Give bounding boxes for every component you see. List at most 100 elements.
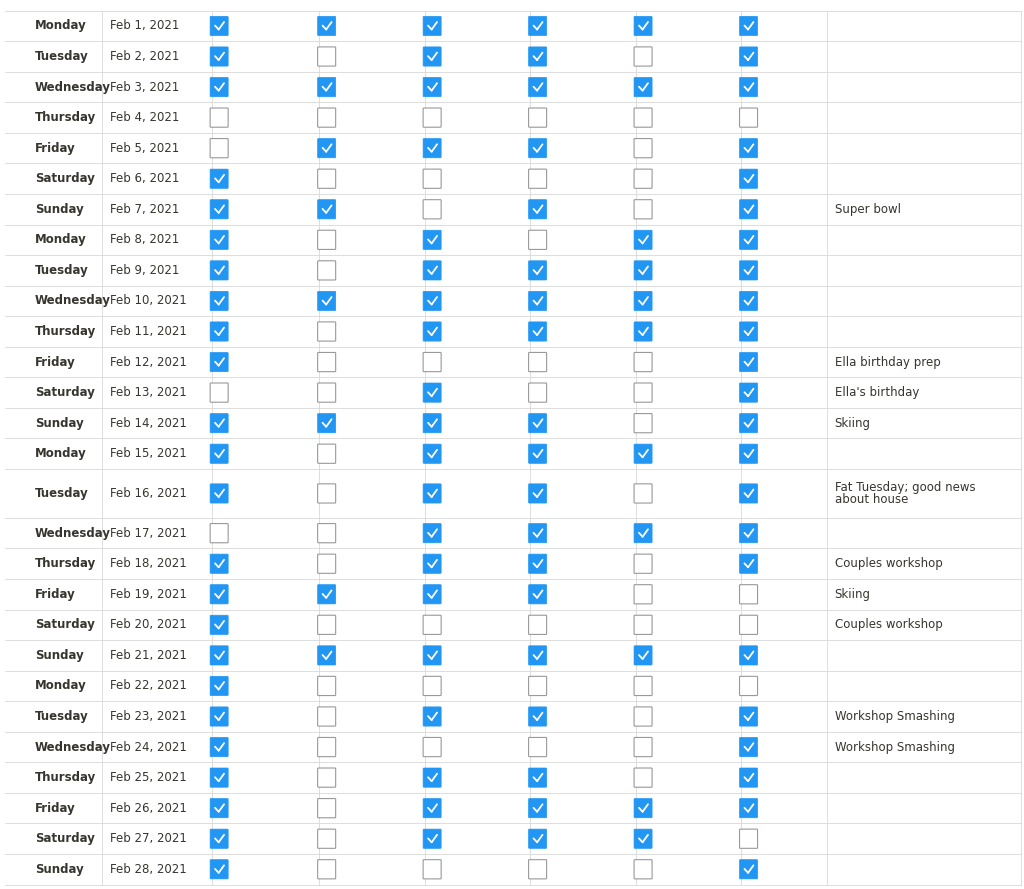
FancyBboxPatch shape [210, 292, 228, 310]
FancyBboxPatch shape [528, 484, 547, 503]
FancyBboxPatch shape [210, 230, 228, 250]
FancyBboxPatch shape [634, 829, 652, 848]
FancyBboxPatch shape [739, 615, 758, 635]
FancyBboxPatch shape [739, 829, 758, 848]
FancyBboxPatch shape [739, 798, 758, 818]
FancyBboxPatch shape [423, 139, 441, 157]
FancyBboxPatch shape [317, 413, 336, 433]
FancyBboxPatch shape [210, 260, 228, 280]
FancyBboxPatch shape [528, 169, 547, 188]
FancyBboxPatch shape [317, 108, 336, 127]
FancyBboxPatch shape [739, 645, 758, 665]
FancyBboxPatch shape [317, 139, 336, 157]
FancyBboxPatch shape [210, 829, 228, 848]
Text: Feb 24, 2021: Feb 24, 2021 [110, 741, 186, 754]
FancyBboxPatch shape [528, 677, 547, 695]
Text: Thursday: Thursday [35, 557, 96, 570]
FancyBboxPatch shape [423, 77, 441, 97]
Text: Saturday: Saturday [35, 172, 94, 185]
FancyBboxPatch shape [739, 322, 758, 341]
FancyBboxPatch shape [317, 230, 336, 250]
FancyBboxPatch shape [739, 707, 758, 726]
Text: Feb 6, 2021: Feb 6, 2021 [110, 172, 179, 185]
Text: Monday: Monday [35, 233, 87, 246]
Text: Friday: Friday [35, 802, 76, 814]
Text: Feb 20, 2021: Feb 20, 2021 [110, 619, 186, 631]
FancyBboxPatch shape [423, 798, 441, 818]
FancyBboxPatch shape [317, 677, 336, 695]
FancyBboxPatch shape [317, 77, 336, 97]
FancyBboxPatch shape [739, 677, 758, 695]
FancyBboxPatch shape [739, 383, 758, 402]
Text: Wednesday: Wednesday [35, 526, 111, 540]
FancyBboxPatch shape [634, 292, 652, 310]
FancyBboxPatch shape [423, 292, 441, 310]
FancyBboxPatch shape [634, 585, 652, 604]
FancyBboxPatch shape [317, 352, 336, 372]
FancyBboxPatch shape [317, 200, 336, 219]
FancyBboxPatch shape [634, 484, 652, 503]
Text: about house: about house [835, 493, 908, 506]
FancyBboxPatch shape [528, 383, 547, 402]
FancyBboxPatch shape [423, 322, 441, 341]
FancyBboxPatch shape [528, 16, 547, 36]
FancyBboxPatch shape [739, 292, 758, 310]
FancyBboxPatch shape [317, 554, 336, 573]
FancyBboxPatch shape [210, 645, 228, 665]
Text: Monday: Monday [35, 447, 87, 461]
FancyBboxPatch shape [210, 169, 228, 188]
FancyBboxPatch shape [423, 677, 441, 695]
FancyBboxPatch shape [528, 738, 547, 757]
FancyBboxPatch shape [634, 230, 652, 250]
FancyBboxPatch shape [210, 585, 228, 604]
Text: Saturday: Saturday [35, 832, 94, 845]
Text: Feb 8, 2021: Feb 8, 2021 [110, 233, 179, 246]
FancyBboxPatch shape [423, 352, 441, 372]
Text: Couples workshop: Couples workshop [835, 557, 942, 570]
FancyBboxPatch shape [528, 585, 547, 604]
FancyBboxPatch shape [528, 860, 547, 879]
Text: Feb 12, 2021: Feb 12, 2021 [110, 356, 186, 369]
Text: Sunday: Sunday [35, 203, 84, 216]
FancyBboxPatch shape [317, 444, 336, 463]
FancyBboxPatch shape [317, 829, 336, 848]
FancyBboxPatch shape [317, 645, 336, 665]
Text: Feb 7, 2021: Feb 7, 2021 [110, 203, 179, 216]
FancyBboxPatch shape [317, 585, 336, 604]
FancyBboxPatch shape [634, 77, 652, 97]
Text: Feb 3, 2021: Feb 3, 2021 [110, 81, 179, 93]
FancyBboxPatch shape [739, 444, 758, 463]
FancyBboxPatch shape [210, 484, 228, 503]
Text: Feb 27, 2021: Feb 27, 2021 [110, 832, 186, 845]
Text: Feb 18, 2021: Feb 18, 2021 [110, 557, 186, 570]
FancyBboxPatch shape [739, 524, 758, 543]
FancyBboxPatch shape [739, 16, 758, 36]
FancyBboxPatch shape [634, 139, 652, 157]
Text: Feb 13, 2021: Feb 13, 2021 [110, 386, 186, 399]
FancyBboxPatch shape [210, 677, 228, 695]
FancyBboxPatch shape [423, 707, 441, 726]
FancyBboxPatch shape [210, 738, 228, 757]
FancyBboxPatch shape [634, 768, 652, 788]
FancyBboxPatch shape [423, 16, 441, 36]
FancyBboxPatch shape [423, 860, 441, 879]
FancyBboxPatch shape [423, 169, 441, 188]
Text: Feb 19, 2021: Feb 19, 2021 [110, 588, 186, 601]
FancyBboxPatch shape [528, 352, 547, 372]
FancyBboxPatch shape [423, 554, 441, 573]
FancyBboxPatch shape [423, 484, 441, 503]
FancyBboxPatch shape [739, 260, 758, 280]
FancyBboxPatch shape [739, 230, 758, 250]
FancyBboxPatch shape [528, 524, 547, 543]
FancyBboxPatch shape [634, 16, 652, 36]
Text: Feb 11, 2021: Feb 11, 2021 [110, 325, 186, 338]
FancyBboxPatch shape [739, 484, 758, 503]
FancyBboxPatch shape [634, 707, 652, 726]
FancyBboxPatch shape [634, 108, 652, 127]
Text: Feb 25, 2021: Feb 25, 2021 [110, 771, 186, 784]
FancyBboxPatch shape [423, 230, 441, 250]
Text: Skiing: Skiing [835, 588, 870, 601]
FancyBboxPatch shape [739, 860, 758, 879]
FancyBboxPatch shape [528, 322, 547, 341]
FancyBboxPatch shape [423, 47, 441, 66]
